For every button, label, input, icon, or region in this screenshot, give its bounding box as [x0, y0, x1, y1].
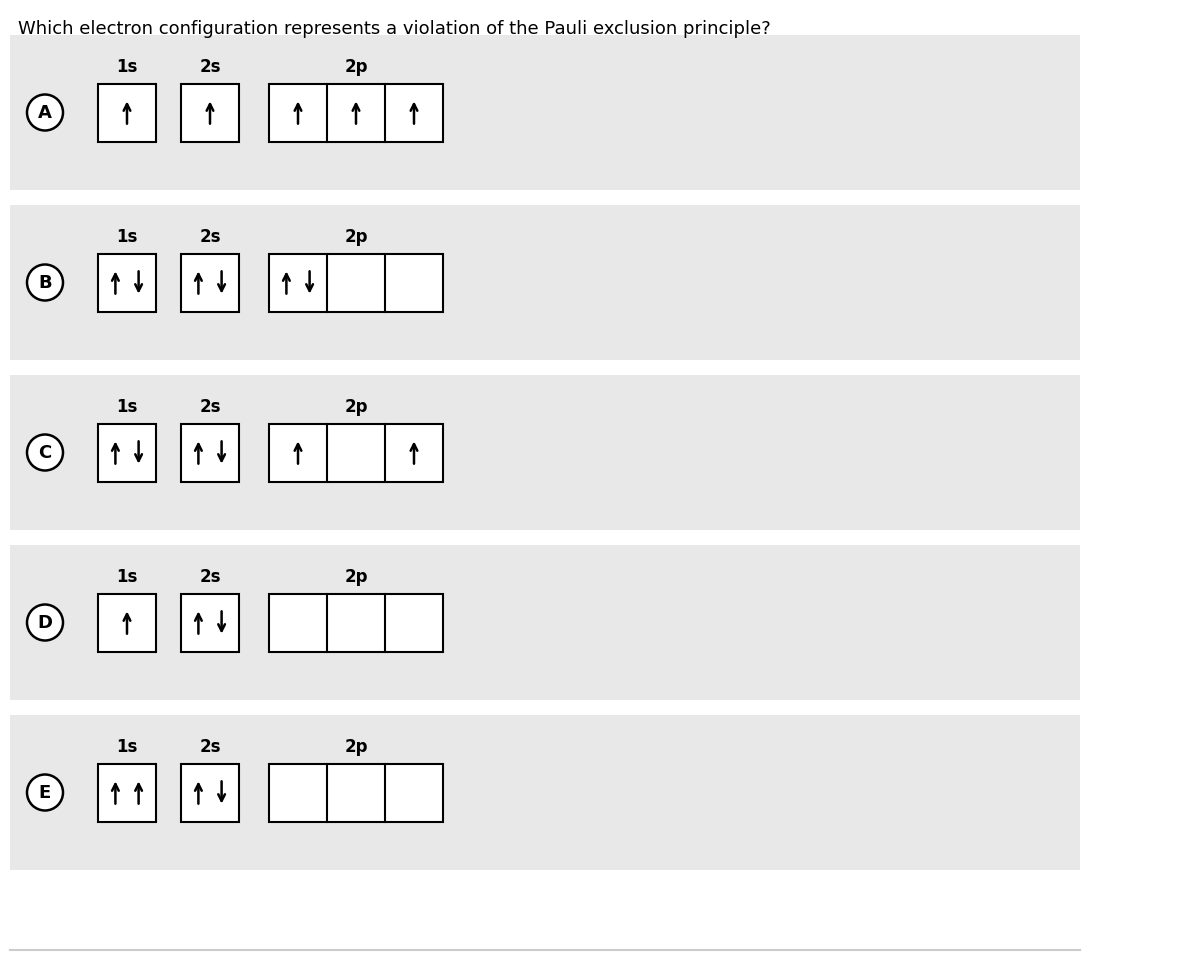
Text: Which electron configuration represents a violation of the Pauli exclusion princ: Which electron configuration represents …: [18, 20, 770, 38]
Bar: [10, 375, 1080, 530]
Text: D: D: [37, 613, 53, 632]
Text: E: E: [38, 783, 52, 802]
Text: 2s: 2s: [199, 228, 221, 246]
Circle shape: [28, 94, 64, 131]
Bar: [10, 35, 1080, 190]
Text: 2p: 2p: [344, 228, 367, 246]
Text: 1s: 1s: [116, 567, 138, 586]
Text: 2p: 2p: [344, 737, 367, 756]
Bar: [10, 205, 1080, 360]
Text: 2s: 2s: [199, 567, 221, 586]
Bar: [181, 763, 239, 822]
Circle shape: [28, 265, 64, 300]
Text: 1s: 1s: [116, 397, 138, 416]
Bar: [181, 423, 239, 482]
Bar: [269, 253, 443, 311]
Bar: [269, 593, 443, 652]
Bar: [269, 763, 443, 822]
Text: 1s: 1s: [116, 737, 138, 756]
Text: 2s: 2s: [199, 737, 221, 756]
Bar: [269, 423, 443, 482]
Bar: [98, 593, 156, 652]
Text: 2p: 2p: [344, 567, 367, 586]
Bar: [98, 423, 156, 482]
Circle shape: [28, 435, 64, 470]
Bar: [181, 593, 239, 652]
Text: 2s: 2s: [199, 58, 221, 76]
Text: B: B: [38, 274, 52, 292]
Bar: [10, 545, 1080, 700]
Text: 2p: 2p: [344, 397, 367, 416]
Bar: [98, 763, 156, 822]
Bar: [181, 253, 239, 311]
Text: 1s: 1s: [116, 58, 138, 76]
Bar: [98, 253, 156, 311]
Text: 2s: 2s: [199, 397, 221, 416]
Text: 1s: 1s: [116, 228, 138, 246]
Bar: [10, 715, 1080, 870]
Bar: [98, 84, 156, 141]
Bar: [181, 84, 239, 141]
Text: 2p: 2p: [344, 58, 367, 76]
Circle shape: [28, 605, 64, 640]
Text: C: C: [38, 444, 52, 462]
Text: A: A: [38, 104, 52, 122]
Bar: [269, 84, 443, 141]
Circle shape: [28, 775, 64, 810]
